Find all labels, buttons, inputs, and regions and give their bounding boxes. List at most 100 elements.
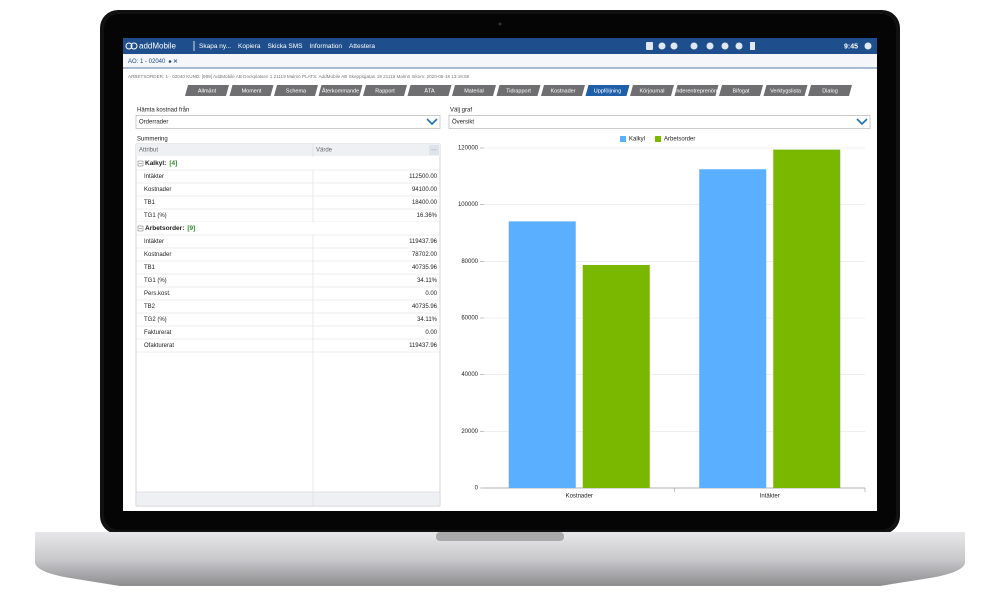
bar [699, 169, 767, 488]
attribute: Fakturerat [144, 330, 172, 336]
select[interactable] [135, 115, 441, 129]
value: 34.11% [417, 278, 438, 284]
group-row [136, 157, 440, 170]
value: 78702.00 [412, 252, 438, 258]
group-count: [4] [169, 160, 177, 167]
tab[interactable] [719, 85, 763, 96]
document-tab-strip [123, 54, 877, 68]
chevron-box [425, 116, 439, 128]
top-bar [123, 38, 877, 54]
tab[interactable] [763, 85, 808, 96]
attribute: Kostnader [144, 187, 171, 193]
menu-item[interactable]: Skapa ny... [199, 43, 231, 50]
menu-item[interactable]: Information [310, 43, 343, 50]
info-line: ARBETSORDER: 1 - 02040 KUND: [999] AddMo… [128, 74, 470, 79]
attribute: Ofakturerat [144, 343, 174, 349]
value: 119437.96 [409, 343, 438, 349]
tab-label: Bifogat [732, 88, 750, 94]
legend-label: Arbetsorder [664, 137, 695, 143]
tab-label: Verktygslista [770, 88, 802, 94]
laptop-notch [436, 532, 564, 541]
attribute: Pers.kost. [144, 291, 171, 297]
tab[interactable] [318, 85, 363, 96]
tab-label: Moment [242, 88, 262, 94]
tab[interactable] [630, 85, 674, 96]
close-icon[interactable] [173, 59, 178, 63]
logo [130, 42, 138, 50]
field-label: Välj graf [450, 108, 472, 114]
legend-label: Kalkyl [629, 137, 645, 143]
attribute: TG1 (%) [144, 213, 167, 219]
tab-label: Material [464, 88, 484, 94]
tab[interactable] [274, 85, 318, 96]
tab[interactable] [229, 85, 274, 96]
y-tick-label: 120000 [458, 146, 479, 152]
legend-swatch [620, 136, 626, 142]
tab[interactable] [585, 85, 630, 96]
field-label: Hämta kostnad från [137, 107, 189, 114]
column-menu-icon: ··· [431, 148, 437, 154]
bar [773, 149, 841, 488]
tab-label: Dialog [822, 88, 838, 94]
tab-label: Uppföljning [594, 88, 622, 94]
group-name: Arbetsorder: [145, 225, 184, 232]
menu-item[interactable]: Kopiera [238, 43, 261, 50]
tab[interactable] [185, 85, 229, 96]
tab[interactable] [496, 85, 541, 96]
group-row [136, 222, 440, 235]
tab[interactable] [407, 85, 452, 96]
value: 0.00 [425, 330, 437, 336]
y-tick-label: 20000 [461, 429, 478, 435]
value: 94100.00 [412, 187, 438, 193]
table-footer [135, 491, 441, 507]
chevron-box [855, 116, 869, 128]
collapse-icon[interactable] [137, 225, 144, 232]
y-tick-label: 100000 [458, 202, 479, 208]
value: 16.36% [417, 213, 438, 219]
attribute: Intäkter [144, 174, 164, 180]
tab[interactable] [363, 85, 407, 96]
tab-label: Rapport [375, 88, 395, 94]
tab-label: Tidrapport [506, 88, 531, 94]
bar [582, 265, 650, 488]
column-header: Attribut [139, 148, 158, 154]
select[interactable] [448, 115, 871, 129]
attribute: TG1 (%) [144, 278, 167, 284]
tab-label: Allmänt [198, 88, 217, 94]
y-tick-label: 60000 [461, 316, 478, 322]
section-label: Summering [137, 137, 168, 143]
collapse-icon[interactable] [137, 160, 144, 167]
tab[interactable] [541, 85, 585, 96]
y-tick-label: 40000 [461, 372, 478, 378]
group-count: [9] [187, 225, 195, 232]
x-tick-label: Kostnader [566, 494, 593, 500]
value: 34.11% [417, 317, 438, 323]
clock: 9:45 [844, 43, 858, 50]
x-tick-label: Intäkter [760, 494, 780, 500]
tab-label: Återkommande [322, 87, 359, 94]
group-name: Kalkyl: [145, 160, 166, 167]
value: 40735.96 [412, 304, 438, 310]
attribute: TB1 [144, 265, 156, 271]
modified-dot [168, 60, 172, 63]
document-tab[interactable]: AO: 1 - 02040 [128, 59, 166, 65]
tab-label: Körjournal [639, 88, 664, 94]
tab[interactable] [452, 85, 496, 96]
camera [498, 22, 502, 26]
legend-swatch [655, 136, 662, 142]
column-menu[interactable] [429, 145, 439, 155]
menu-item[interactable]: Skicka SMS [267, 43, 303, 50]
value: 119437.96 [409, 239, 438, 245]
chevron [426, 118, 438, 126]
tab[interactable] [808, 85, 852, 96]
tab[interactable] [674, 85, 719, 96]
status-icons [646, 42, 872, 50]
y-tick-label: 0 [475, 486, 479, 492]
value: 40735.96 [412, 265, 438, 271]
brand: addMobile [139, 42, 176, 51]
laptop-base [35, 532, 965, 586]
chevron [856, 118, 868, 126]
attribute: TB2 [144, 304, 156, 310]
menu-item[interactable]: Attestera [349, 43, 375, 50]
